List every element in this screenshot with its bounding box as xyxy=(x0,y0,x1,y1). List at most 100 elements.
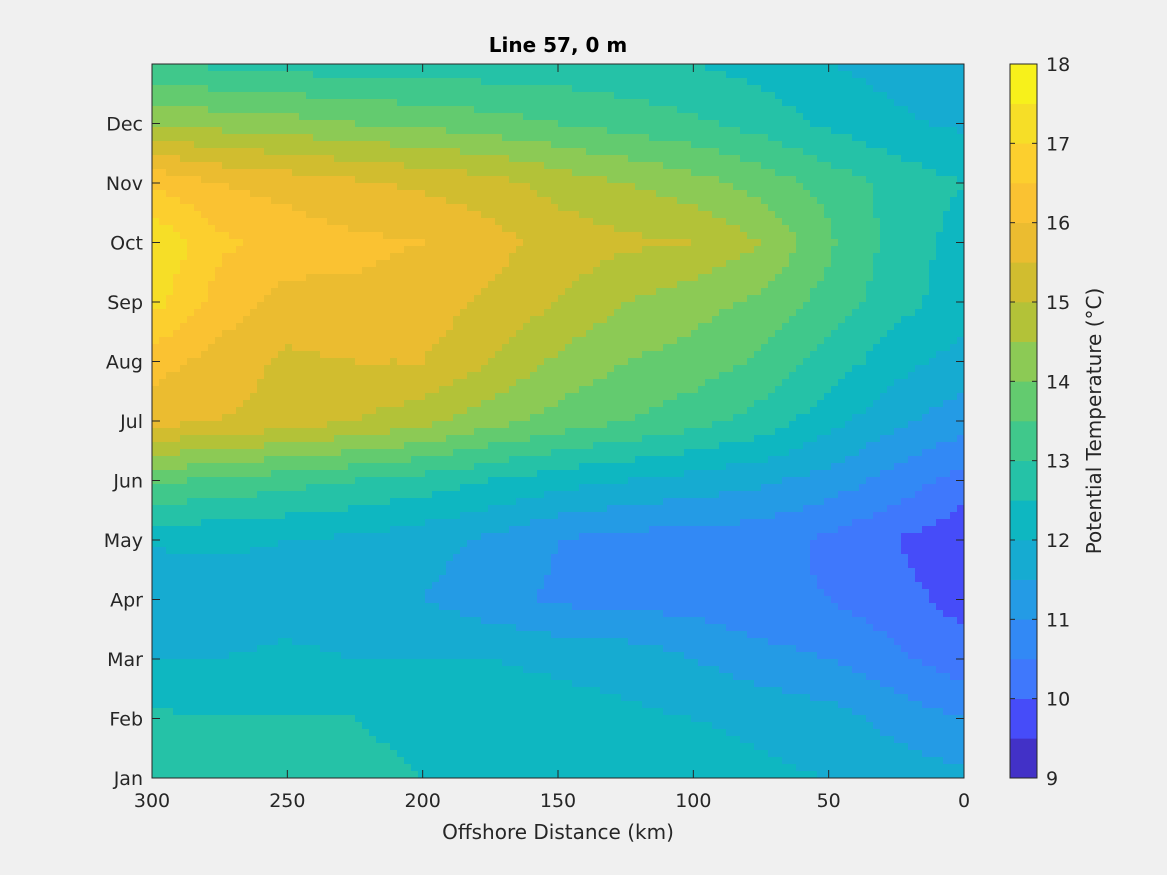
contour-cell xyxy=(824,71,832,79)
contour-cell xyxy=(523,323,531,331)
contour-cell xyxy=(775,99,783,107)
contour-cell xyxy=(236,183,244,191)
contour-cell xyxy=(341,183,349,191)
contour-cell xyxy=(523,85,531,93)
contour-cell xyxy=(558,218,566,226)
contour-cell xyxy=(901,204,909,212)
contour-cell xyxy=(859,190,867,198)
contour-cell xyxy=(614,274,622,282)
contour-cell xyxy=(173,183,181,191)
contour-cell xyxy=(768,218,776,226)
contour-cell xyxy=(390,232,398,240)
contour-cell xyxy=(474,155,482,163)
contour-cell xyxy=(726,204,734,212)
contour-cell xyxy=(943,120,951,128)
contour-cell xyxy=(761,351,769,359)
contour-cell xyxy=(243,246,251,254)
contour-cell xyxy=(782,99,790,107)
contour-cell xyxy=(684,197,692,205)
contour-cell xyxy=(411,127,419,135)
contour-cell xyxy=(327,344,335,352)
contour-cell xyxy=(201,337,209,345)
contour-cell xyxy=(222,78,230,86)
contour-cell xyxy=(705,358,713,366)
contour-cell xyxy=(600,78,608,86)
contour-cell xyxy=(796,71,804,79)
contour-cell xyxy=(327,127,335,135)
contour-cell xyxy=(201,323,209,331)
contour-cell xyxy=(348,218,356,226)
contour-cell xyxy=(894,71,902,79)
contour-cell xyxy=(915,190,923,198)
contour-cell xyxy=(866,344,874,352)
contour-cell xyxy=(915,197,923,205)
contour-cell xyxy=(565,211,573,219)
contour-cell xyxy=(488,162,496,170)
contour-cell xyxy=(509,127,517,135)
contour-cell xyxy=(439,197,447,205)
contour-cell xyxy=(460,274,468,282)
contour-cell xyxy=(712,99,720,107)
contour-cell xyxy=(572,358,580,366)
contour-cell xyxy=(306,120,314,128)
contour-cell xyxy=(292,99,300,107)
contour-cell xyxy=(418,316,426,324)
contour-cell xyxy=(922,232,930,240)
contour-cell xyxy=(243,155,251,163)
contour-cell xyxy=(894,337,902,345)
contour-cell xyxy=(859,92,867,100)
contour-cell xyxy=(824,295,832,303)
contour-cell xyxy=(628,92,636,100)
contour-cell xyxy=(432,218,440,226)
contour-cell xyxy=(250,316,258,324)
contour-cell xyxy=(159,246,167,254)
contour-cell xyxy=(201,197,209,205)
contour-cell xyxy=(152,351,160,359)
contour-cell xyxy=(733,274,741,282)
contour-cell xyxy=(425,211,433,219)
contour-cell xyxy=(859,120,867,128)
contour-cell xyxy=(362,344,370,352)
contour-cell xyxy=(299,351,307,359)
contour-cell xyxy=(166,162,174,170)
contour-cell xyxy=(180,141,188,149)
contour-cell xyxy=(733,141,741,149)
contour-cell xyxy=(894,176,902,184)
contour-cell xyxy=(474,113,482,121)
contour-cell xyxy=(208,358,216,366)
contour-cell xyxy=(257,106,265,114)
contour-cell xyxy=(901,330,909,338)
contour-cell xyxy=(642,274,650,282)
contour-cell xyxy=(320,267,328,275)
contour-cell xyxy=(432,162,440,170)
contour-cell xyxy=(495,288,503,296)
contour-cell xyxy=(243,358,251,366)
contour-cell xyxy=(327,92,335,100)
contour-cell xyxy=(852,323,860,331)
contour-cell xyxy=(712,225,720,233)
contour-cell xyxy=(901,169,909,177)
contour-cell xyxy=(950,134,958,142)
contour-cell xyxy=(215,169,223,177)
contour-cell xyxy=(194,365,202,373)
contour-cell xyxy=(243,134,251,142)
contour-cell xyxy=(894,316,902,324)
contour-cell xyxy=(222,106,230,114)
contour-cell xyxy=(579,309,587,317)
contour-cell xyxy=(852,169,860,177)
contour-cell xyxy=(929,316,937,324)
contour-cell xyxy=(236,113,244,121)
contour-cell xyxy=(565,351,573,359)
contour-cell xyxy=(740,190,748,198)
contour-cell xyxy=(180,92,188,100)
contour-cell xyxy=(656,106,664,114)
contour-cell xyxy=(495,302,503,310)
contour-cell xyxy=(271,309,279,317)
contour-cell xyxy=(929,183,937,191)
contour-cell xyxy=(159,127,167,135)
contour-cell xyxy=(187,211,195,219)
contour-cell xyxy=(845,127,853,135)
contour-cell xyxy=(866,141,874,149)
contour-cell xyxy=(355,92,363,100)
contour-cell xyxy=(425,330,433,338)
